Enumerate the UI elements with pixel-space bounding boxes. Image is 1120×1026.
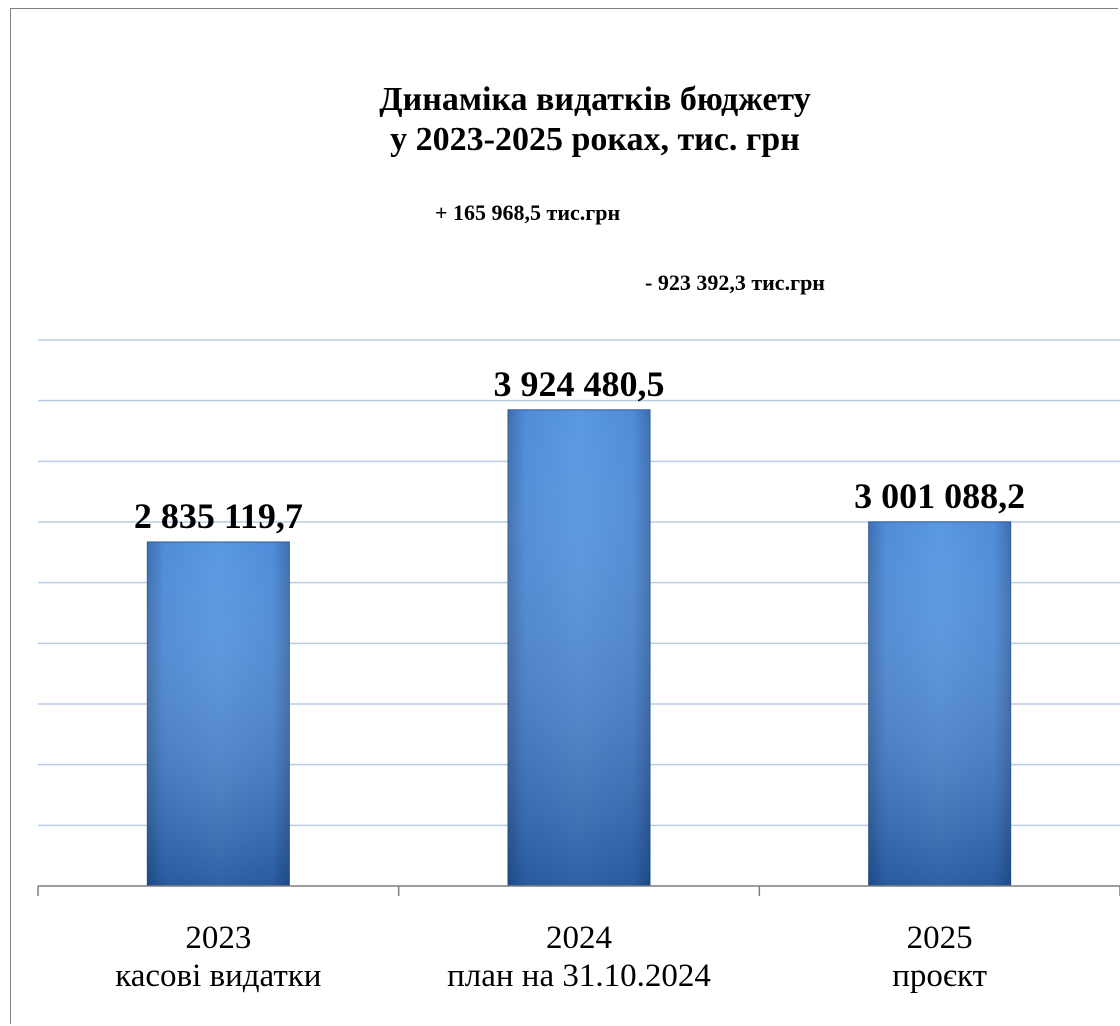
x-tick-sublabel-2024: план на 31.10.2024 [447, 958, 711, 994]
x-tick-label-2025: 2025 [907, 920, 973, 956]
chart-frame [10, 8, 1118, 1024]
data-label-2025: 3 001 088,2 [854, 476, 1025, 516]
x-tick-sublabel-2025: проєкт [892, 958, 987, 994]
data-label-2023: 2 835 119,7 [134, 496, 303, 536]
x-tick-label-2024: 2024 [546, 920, 612, 956]
bar-shade-2025 [868, 521, 1011, 886]
x-axis [37, 885, 1120, 896]
chart-subtitle: у 2023-2025 роках, тис. грн [390, 121, 800, 158]
annotation-increase: + 165 968,5 тис.грн [435, 200, 621, 225]
x-tick-sublabel-2023: касові видатки [115, 958, 321, 994]
annotation-decrease: - 923 392,3 тис.грн [645, 270, 825, 295]
bar-shade-2024 [508, 409, 650, 886]
bars [146, 409, 1012, 887]
data-label-2024: 3 924 480,5 [494, 364, 665, 404]
chart-title: Динаміка видатків бюджету [379, 81, 811, 118]
bar-shade-2023 [147, 542, 290, 886]
x-tick-label-2023: 2023 [185, 920, 251, 956]
